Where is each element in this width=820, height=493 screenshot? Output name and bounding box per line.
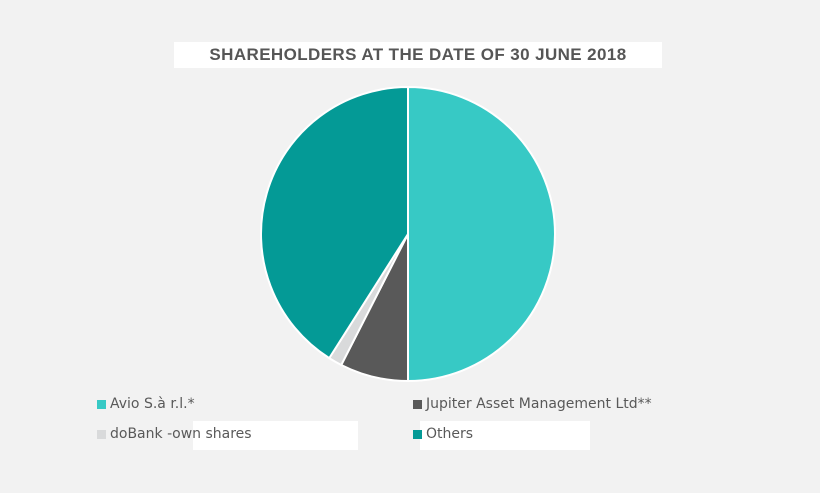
legend-item-others: Others (413, 425, 473, 443)
legend-label-avio: Avio S.à r.l.* (110, 396, 195, 412)
legend-item-dobank-own-shares: doBank - own shares (97, 425, 252, 443)
legend-label-jupiter: Jupiter Asset Management Ltd** (426, 396, 652, 412)
legend-item-jupiter: Jupiter Asset Management Ltd** (413, 395, 652, 413)
legend-swatch-others (413, 429, 422, 439)
pie-slice-avio-s-r-l (407, 85, 556, 383)
chart-title-strip: SHAREHOLDERS AT THE DATE OF 30 JUNE 2018 (174, 42, 662, 68)
legend-swatch-dobank-own-shares (97, 429, 106, 439)
legend-label-others: Others (426, 426, 474, 442)
pie-slice-others (260, 85, 409, 360)
legend-label-dobank-prefix: doBank - (110, 426, 173, 442)
legend-swatch-avio (97, 399, 106, 409)
legend-swatch-jupiter (413, 399, 422, 409)
legend-highlight-patch-others (420, 421, 590, 450)
legend-item-avio: Avio S.à r.l.* (97, 395, 195, 413)
legend-label-dobank-highlighted: own shares (172, 426, 252, 442)
chart-title: SHAREHOLDERS AT THE DATE OF 30 JUNE 2018 (209, 45, 627, 64)
legend-highlight-patch-own-shares (193, 421, 358, 450)
